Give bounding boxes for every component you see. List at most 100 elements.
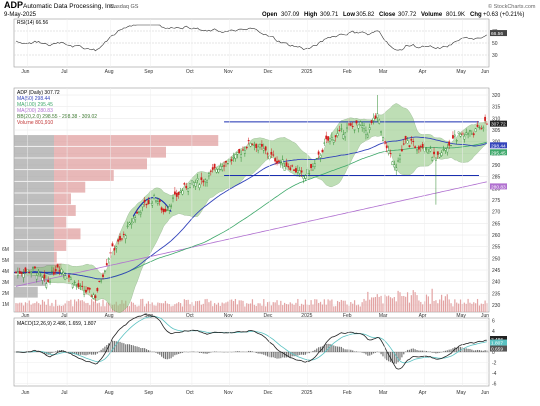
volume-bar [261, 305, 263, 312]
candle-body [30, 271, 33, 273]
candle-body [336, 133, 339, 137]
price-value-tag [490, 149, 507, 156]
candle-body [138, 211, 140, 213]
volume-bar [291, 303, 293, 312]
vbp-bar-gray [14, 170, 54, 181]
macd-signal-line [16, 316, 488, 364]
volume-bar [248, 303, 250, 312]
volume-bar [382, 303, 384, 312]
candle-body [389, 153, 392, 155]
macd-hist-bar [198, 352, 201, 353]
macd-hist-bar [319, 346, 322, 352]
volume-bar [81, 300, 83, 312]
macd-hist-bar [293, 352, 295, 357]
volume-bar [91, 299, 93, 312]
candle-body [71, 283, 74, 288]
candle-body [357, 124, 360, 129]
volume-bar [333, 306, 335, 312]
candle-body [298, 170, 301, 174]
x-tick-label-bottom: Aug [105, 390, 114, 396]
volume-bar [195, 301, 197, 312]
macd-hist-bar [367, 352, 369, 356]
volume-bar [287, 304, 289, 312]
macd-hist-bar [344, 349, 346, 352]
volume-bar [329, 300, 331, 312]
candle-body [370, 120, 373, 124]
macd-tick-label: -2 [492, 360, 497, 366]
rsi-legend: RSI(14) 66.56 [17, 20, 48, 26]
x-tick-label-bottom: Dec [263, 390, 272, 396]
volume-bar [166, 303, 168, 312]
x-tick-label: Oct [186, 313, 194, 319]
volume-bar [301, 303, 303, 312]
candle-body [242, 149, 244, 151]
candle-body [279, 161, 282, 164]
candle-body [455, 140, 458, 142]
candle-body [52, 271, 55, 275]
macd-hist-bar [382, 352, 384, 357]
candle-body [221, 166, 224, 171]
price-value-label: 307.72 [491, 122, 506, 128]
macd-hist-bar [142, 347, 144, 352]
macd-hist-bar [380, 352, 382, 355]
macd-hist-bar [433, 352, 435, 353]
macd-hist-bar [121, 342, 123, 352]
macd-hist-bar [442, 351, 445, 352]
candle-body [160, 207, 163, 211]
macd-hist-bar [397, 352, 399, 363]
macd-line [15, 313, 488, 370]
candle-body [32, 267, 34, 269]
x-tick-label-bottom: Jun [481, 390, 489, 396]
price-tick-label: 310 [492, 116, 501, 122]
macd-hist-bar [408, 349, 411, 352]
volume-bar [231, 299, 233, 312]
macd-hist-bar [467, 348, 469, 352]
candle-body [179, 190, 182, 193]
candle-body [393, 164, 396, 168]
volume-bar [316, 299, 318, 312]
macd-hist-bar [444, 350, 446, 352]
macd-hist-bar [181, 352, 184, 353]
volume-bar [484, 300, 486, 312]
candle-body [73, 281, 76, 283]
volume-bar [452, 306, 454, 312]
macd-hist-bar [431, 352, 433, 353]
candle-body [353, 129, 356, 131]
macd-hist-bar [446, 350, 448, 352]
macd-hist-bar [102, 348, 104, 352]
chart-date: 9-May-2025 [4, 12, 37, 18]
macd-value-label: 0.659 [491, 347, 503, 353]
exchange-name: Nasdaq GS [110, 4, 139, 10]
volume-bar [401, 296, 403, 312]
volume-bar [439, 299, 441, 312]
volume-bar [355, 305, 358, 312]
volume-bar [15, 303, 17, 312]
vbp-bar [54, 205, 76, 216]
candle-body [107, 258, 110, 260]
volume-bar [147, 301, 150, 312]
vbp-bar-gray [14, 228, 54, 240]
candle-body [304, 175, 307, 179]
macd-hist-bar [480, 350, 482, 352]
candle-body [281, 159, 284, 164]
macd-hist-bar [85, 352, 87, 356]
macd-hist-bar [463, 348, 465, 352]
volume-bar [57, 305, 59, 312]
volume-bar [136, 306, 138, 312]
volume-axis-label: 1M [2, 302, 9, 308]
candle-body [372, 117, 375, 121]
candle-body [435, 157, 437, 161]
candle-body [37, 271, 40, 273]
candle-body [173, 191, 176, 195]
volume-bar [338, 301, 341, 312]
candle-body [467, 133, 469, 135]
macd-hist-bar [164, 352, 167, 360]
macd-hist-bar [127, 344, 129, 352]
volume-bar [98, 302, 100, 312]
volume-bar [378, 296, 380, 312]
volume-bar [223, 303, 225, 312]
candle-body [433, 151, 435, 155]
candle-body [387, 150, 390, 154]
volume-bar [265, 306, 267, 312]
macd-hist-bar [104, 346, 106, 352]
